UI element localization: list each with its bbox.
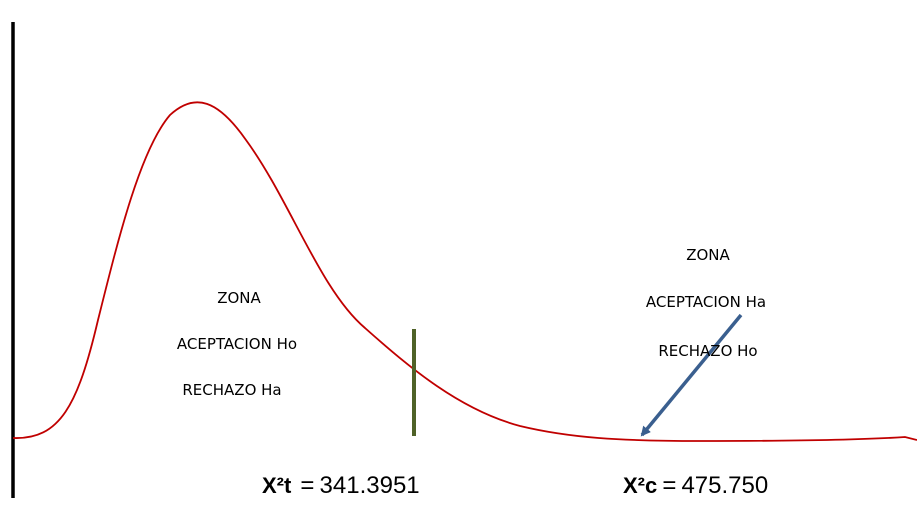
calculated-value-equals: =	[662, 472, 676, 499]
zone-right-acceptance: ACEPTACION Ha	[646, 293, 766, 311]
critical-value-symbol: X²t	[262, 473, 292, 498]
zone-left-title: ZONA	[217, 289, 261, 307]
critical-value-number: 341.3951	[320, 472, 420, 499]
zone-right-rejection: RECHAZO Ho	[658, 342, 757, 360]
critical-value-equals: =	[300, 472, 314, 499]
zone-left-rejection: RECHAZO Ha	[182, 381, 281, 399]
critical-value-label: X²t = 341.3951	[262, 472, 420, 499]
calculated-value-label: X²c = 475.750	[623, 472, 768, 499]
distribution-curve	[12, 101, 917, 442]
zone-right-title: ZONA	[686, 246, 730, 264]
calculated-value-symbol: X²c	[623, 473, 657, 498]
calculated-value-arrow	[640, 313, 743, 437]
calculated-value-number: 475.750	[681, 472, 768, 499]
zone-left-acceptance: ACEPTACION Ho	[177, 335, 297, 353]
